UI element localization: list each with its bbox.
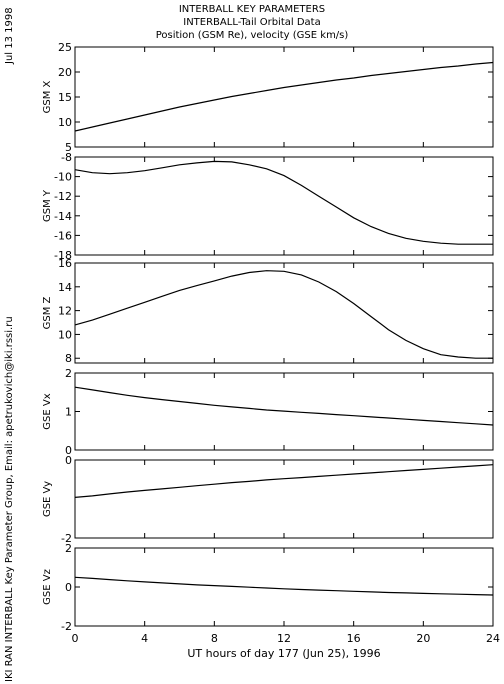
y-axis-label: GSE Vz <box>42 569 53 605</box>
panel-frame <box>74 46 494 148</box>
y-tick-label: -18 <box>54 249 72 262</box>
y-tick-label: 12 <box>58 305 72 318</box>
x-tick-label: 0 <box>72 632 79 645</box>
y-axis-label: GSM X <box>42 80 53 113</box>
y-tick-label: 5 <box>65 141 72 154</box>
y-tick-label: -2 <box>61 532 72 545</box>
x-axis-label: UT hours of day 177 (Jun 25), 1996 <box>187 647 380 660</box>
series-line <box>74 464 494 498</box>
y-axis-label: GSM Y <box>42 189 53 222</box>
y-tick-label: 2 <box>65 367 72 380</box>
chart-variables: Position (GSM Re), velocity (GSE km/s) <box>155 30 349 41</box>
y-tick-label: -12 <box>54 190 72 203</box>
y-axis-label: GSM Z <box>42 296 53 329</box>
x-tick-label: 8 <box>211 632 218 645</box>
series-line <box>74 270 493 359</box>
y-tick-label: 1 <box>65 406 72 419</box>
series-line <box>74 160 493 245</box>
x-tick-label: 12 <box>277 632 291 645</box>
y-tick-label: 2 <box>65 542 72 555</box>
y-tick-label: 0 <box>65 444 72 457</box>
y-tick-label: 0 <box>65 454 72 467</box>
series-line <box>74 61 494 132</box>
x-tick-label: 4 <box>141 632 148 645</box>
y-tick-label: -8 <box>61 151 72 164</box>
y-axis-label: GSE Vy <box>42 481 53 517</box>
chart-title: INTERBALL KEY PARAMETERS <box>178 4 326 15</box>
chart-subtitle: INTERBALL-Tail Orbital Data <box>183 17 321 28</box>
y-tick-label: -10 <box>54 171 72 184</box>
y-axis-label: GSE Vx <box>42 393 53 429</box>
panel-frame <box>74 459 494 539</box>
y-tick-label: 14 <box>58 281 72 294</box>
y-tick-label: 8 <box>65 352 72 365</box>
panel-frame <box>74 547 494 627</box>
y-tick-label: 0 <box>65 581 72 594</box>
panel-frame <box>74 262 494 364</box>
x-tick-label: 16 <box>347 632 361 645</box>
y-tick-label: 10 <box>58 116 72 129</box>
y-tick-label: -14 <box>54 210 72 223</box>
series-line <box>74 386 494 426</box>
y-tick-label: 16 <box>58 257 72 270</box>
x-tick-label: 24 <box>486 632 500 645</box>
y-tick-label: 15 <box>58 91 72 104</box>
series-line <box>74 576 494 596</box>
y-tick-label: 20 <box>58 66 72 79</box>
y-tick-label: -16 <box>54 229 72 242</box>
x-tick-label: 20 <box>416 632 430 645</box>
y-tick-label: -2 <box>61 620 72 633</box>
y-tick-label: 25 <box>58 41 72 54</box>
y-tick-label: 10 <box>58 328 72 341</box>
